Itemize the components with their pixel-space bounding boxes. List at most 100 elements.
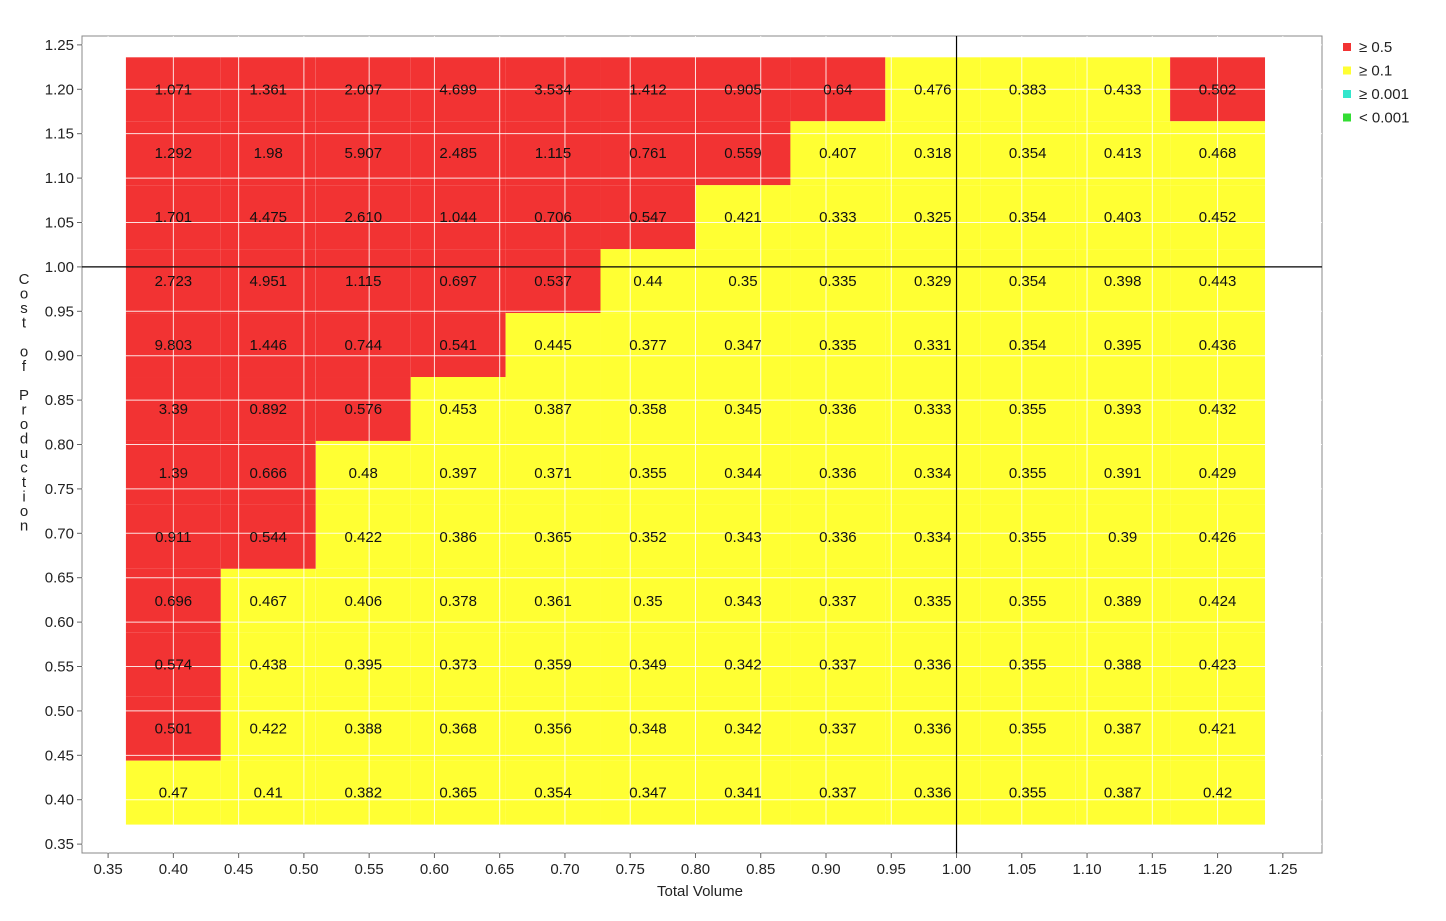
heatmap-cell [885,377,981,441]
heatmap-cell [600,440,696,505]
heatmap-cell [600,313,696,378]
cell-value-label: 0.397 [439,465,477,482]
cell-value-label: 0.389 [1104,593,1142,610]
heatmap-cell [505,121,601,186]
heatmap-cell [600,632,696,697]
cell-value-label: 0.445 [534,337,572,354]
heatmap-cell [220,760,316,825]
cell-value-label: 5.907 [345,145,383,162]
x-tick-label: 1.20 [1203,861,1232,878]
cell-value-label: 0.359 [534,657,572,674]
cell-value-label: 0.35 [633,593,662,610]
legend: ≥ 0.5 ≥ 0.1 ≥ 0.001 < 0.001 [1343,39,1409,127]
y-axis-title-char: o [20,503,28,520]
heatmap-cell [220,504,316,569]
heatmap-cell [980,121,1076,186]
heatmap-cell [600,696,696,761]
heatmap-cell [220,696,316,761]
cell-value-label: 2.610 [345,209,383,226]
cell-value-label: 0.336 [819,529,857,546]
cell-value-label: 0.365 [534,529,572,546]
cell-value-label: 0.476 [914,81,952,98]
cell-value-label: 0.347 [724,337,762,354]
y-tick-label: 1.15 [45,126,74,143]
heatmap-cell [505,504,601,569]
heatmap-cell [315,696,411,761]
heatmap-cell [315,440,411,505]
y-tick-label: 0.65 [45,570,74,587]
cell-value-label: 0.358 [629,401,667,418]
heatmap-cell [1075,249,1171,314]
heatmap-cell [505,313,601,378]
heatmap-cell [315,632,411,697]
cell-value-label: 0.892 [249,401,287,418]
x-tick-label: 1.15 [1138,861,1167,878]
cell-value-label: 1.39 [159,465,188,482]
cell-value-label: 0.352 [629,529,667,546]
heatmap-cell [790,313,886,378]
heatmap-cell [980,377,1076,441]
x-tick-label: 0.80 [681,861,710,878]
y-tick-label: 1.05 [45,214,74,231]
heatmap-cell [980,632,1076,697]
heatmap-cell [980,185,1076,250]
cell-value-label: 0.574 [155,657,193,674]
heatmap-cell [315,121,411,186]
cell-value-label: 0.467 [249,593,287,610]
heatmap-cell [505,696,601,761]
y-tick-label: 1.25 [45,37,74,54]
heatmap-cell [505,185,601,250]
heatmap-cell [315,313,411,378]
heatmap-cell [885,249,981,314]
heatmap-cell [505,377,601,441]
cell-value-label: 0.329 [914,273,952,290]
cell-value-label: 0.407 [819,145,857,162]
heatmap-cell [410,313,506,378]
heatmap-cell [410,760,506,825]
y-tick-label: 0.40 [45,792,74,809]
heatmap-cell [885,632,981,697]
x-tick-label: 0.40 [159,861,188,878]
x-tick-label: 1.10 [1072,861,1101,878]
cell-value-label: 4.951 [249,273,287,290]
cell-value-label: 0.377 [629,337,667,354]
heatmap-cell [885,121,981,186]
x-tick-label: 1.25 [1268,861,1297,878]
heatmap-cell [410,185,506,250]
cell-value-label: 0.393 [1104,401,1142,418]
cell-value-label: 0.443 [1199,273,1237,290]
heatmap-cell [505,760,601,825]
heatmap-cell [600,185,696,250]
x-axis-title: Total Volume [657,883,743,900]
heatmap-cell [885,504,981,569]
y-tick-label: 0.50 [45,703,74,720]
heatmap-cell [220,440,316,505]
y-axis-title-char: r [22,402,27,419]
heatmap-cell [505,632,601,697]
cell-value-label: 0.371 [534,465,572,482]
cell-value-label: 0.468 [1199,145,1237,162]
heatmap-cell [790,440,886,505]
heatmap-cell [600,249,696,314]
x-tick-label: 0.55 [355,861,384,878]
heatmap-cell [505,440,601,505]
y-tick-label: 0.80 [45,437,74,454]
y-tick-label: 1.20 [45,81,74,98]
cell-value-label: 0.744 [345,337,383,354]
cell-value-label: 0.337 [819,593,857,610]
cell-value-label: 0.395 [345,657,383,674]
cell-value-label: 0.345 [724,401,762,418]
cell-value-label: 0.344 [724,465,762,482]
heatmap-cell [410,632,506,697]
cell-value-label: 0.422 [345,529,383,546]
cell-value-label: 0.64 [823,81,852,98]
cell-value-label: 0.382 [345,785,383,802]
y-axis-title-char: C [19,271,30,288]
cell-value-label: 0.429 [1199,465,1237,482]
cell-value-label: 1.412 [629,81,667,98]
heatmap-cell [885,185,981,250]
y-tick-label: 1.00 [45,259,74,276]
cell-value-label: 1.98 [254,145,283,162]
